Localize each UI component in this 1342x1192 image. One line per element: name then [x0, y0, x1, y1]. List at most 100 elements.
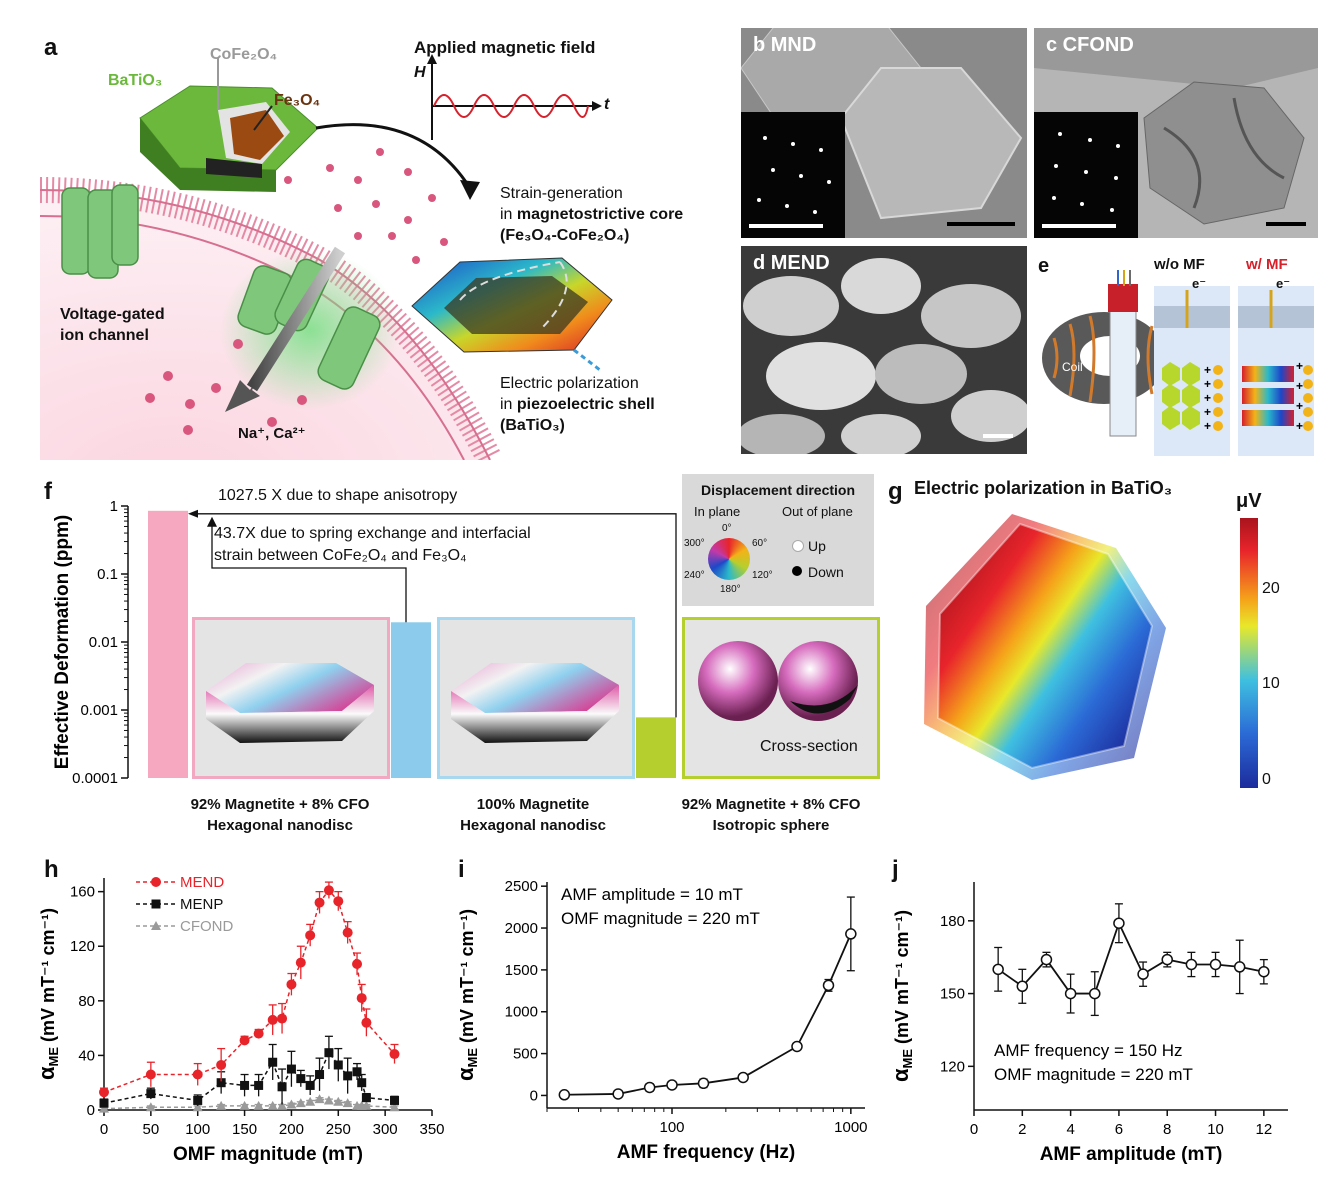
i-point	[822, 979, 835, 992]
chart-i-y-tick-label: 1000	[505, 1004, 538, 1021]
snapshot-shapes	[206, 641, 858, 743]
chart-h-y-axis-label: αME (mV mT⁻¹ cm⁻¹)	[40, 908, 61, 1080]
chart-j-y-label-unit: (mV mT⁻¹ cm⁻¹)	[892, 910, 912, 1049]
h-point-MENP	[324, 1048, 334, 1058]
panel-d-label: d MEND	[753, 252, 830, 274]
panel-e-without-mf: w/o MF	[1154, 256, 1205, 273]
h-point-CFOND	[267, 1100, 278, 1110]
h-point-MEND	[277, 1013, 288, 1024]
chart-i-y-tick-label: 500	[513, 1046, 538, 1063]
j-point	[1258, 965, 1270, 978]
panel-e-coil-label: Coil	[1062, 360, 1083, 374]
strain-line2-pre: in	[500, 206, 517, 223]
i-point	[643, 1081, 656, 1094]
h-point-MEND	[267, 1014, 278, 1025]
j-point	[1040, 953, 1053, 966]
i-series-line	[564, 933, 852, 1096]
f-arrow-spring-head	[207, 516, 217, 527]
h-point-MEND	[342, 927, 353, 938]
group-label-1-line1: 92% Magnetite + 8% CFO	[190, 796, 370, 813]
down-marker	[792, 566, 802, 576]
f-y-tick-label: 0.1	[97, 566, 118, 583]
chart-j-annotation: AMF frequency = 150 Hz	[994, 1041, 1183, 1060]
h-point-MEND	[361, 1017, 372, 1028]
svg-text:+: +	[1296, 399, 1303, 413]
i-point	[791, 1040, 803, 1053]
pol-line1: Electric polarization	[500, 375, 639, 392]
h-point-MEND	[295, 957, 306, 968]
group-label-1: 92% Magnetite + 8% CFO Hexagonal nanodis…	[150, 794, 410, 836]
i-point	[612, 1088, 624, 1100]
f-y-tick-label: 1	[110, 498, 118, 515]
chart-h-x-tick-label: 150	[232, 1121, 257, 1138]
color-wheel-icon	[708, 538, 750, 580]
pol-line3: (BaTiO₃)	[500, 417, 565, 434]
chart-j-y-label-sub: ME	[900, 1049, 915, 1069]
h-legend-label: MENP	[180, 896, 223, 913]
h-point-MEND	[192, 1069, 203, 1080]
chart-i-x-tick-label: 1000	[834, 1119, 867, 1136]
h-point-MENP	[146, 1089, 156, 1099]
panel-i-label: i	[458, 856, 465, 883]
ion-channel-middle	[237, 258, 381, 390]
angle-120: 120°	[752, 570, 773, 581]
colorbar-tick-20: 20	[1262, 580, 1280, 597]
j-point	[1161, 953, 1173, 966]
f-y-tick-label: 0.001	[80, 702, 118, 719]
polarization-hexagon	[924, 514, 1166, 780]
chart-i-y-tick-label: 2000	[505, 920, 538, 937]
panel-e-with-mf: w/ MF	[1246, 256, 1288, 273]
chart-h-y-tick-label: 120	[70, 938, 95, 955]
annotation-spring-line1: 43.7X due to spring exchange and interfa…	[214, 525, 531, 542]
h-point-CFOND	[305, 1096, 316, 1106]
i-point	[558, 1089, 571, 1101]
annotation-spring-exchange: 43.7X due to spring exchange and interfa…	[214, 523, 531, 567]
chart-i: 0 500 1000 1500 2000 2500 100 1000 AMF frequency…	[455, 878, 868, 1163]
chart-h-y-tick-label: 0	[87, 1102, 95, 1119]
h-point-CFOND	[323, 1095, 334, 1105]
chart-i-annotation: OMF magnitude = 220 mT	[561, 909, 760, 928]
f-y-tick-label: 0.01	[89, 634, 118, 651]
f-y-axis-label: Effective Deformation (ppm)	[52, 515, 73, 769]
j-point	[1185, 958, 1198, 971]
h-legend-marker	[151, 899, 161, 909]
legend-out-of-plane: Out of plane	[782, 504, 853, 519]
chart-h-y-label-unit: (mV mT⁻¹ cm⁻¹)	[40, 908, 58, 1047]
panel-d-micrograph: d MEND	[741, 246, 1027, 454]
strain-line2: in magnetostrictive core	[500, 204, 683, 225]
annotation-shape-anisotropy: 1027.5 X due to shape anisotropy	[218, 487, 458, 504]
group-label-3-line1: 92% Magnetite + 8% CFO	[681, 796, 861, 813]
chart-h-y-axis-label-group: αME (mV mT⁻¹ cm⁻¹)	[40, 908, 61, 1080]
ion-channel-text: Voltage-gated ion channel	[60, 304, 165, 346]
h-point-CFOND	[192, 1102, 203, 1112]
h-point-CFOND	[216, 1100, 227, 1110]
h-point-MENP	[99, 1098, 109, 1108]
h-point-MENP	[333, 1060, 343, 1070]
ions-label: Na⁺, Ca²⁺	[238, 425, 306, 442]
chart-j-x-tick-label: 10	[1207, 1121, 1224, 1138]
angle-0: 0°	[722, 523, 732, 534]
h-point-MENP	[254, 1080, 264, 1090]
panel-f-label: f	[44, 478, 52, 505]
j-point	[1064, 987, 1077, 1000]
panel-a-illustration	[40, 54, 613, 460]
chart-j-x-tick-label: 6	[1115, 1121, 1123, 1138]
group-label-3-line2: Isotropic sphere	[712, 817, 830, 834]
fe3o4-label: Fe₃O₄	[274, 92, 321, 109]
colorbar-tick-10: 10	[1262, 675, 1280, 692]
pol-line2-pre: in	[500, 396, 517, 413]
h-legend-marker	[151, 921, 161, 930]
h-legend-marker	[151, 877, 161, 887]
h-point-MEND	[333, 896, 344, 907]
chart-h-x-tick-label: 300	[373, 1121, 398, 1138]
group-label-3: 92% Magnetite + 8% CFO Isotropic sphere	[646, 794, 896, 836]
chart-h-y-label-symbol: α	[40, 1066, 59, 1080]
panel-h-label: h	[44, 856, 59, 883]
chart-j-x-tick-label: 4	[1066, 1121, 1074, 1138]
polarization-text: Electric polarization in piezoelectric s…	[500, 373, 655, 436]
h-point-CFOND	[342, 1098, 353, 1108]
chart-j-y-tick-label: 150	[940, 986, 965, 1003]
svg-text:+: +	[1204, 405, 1211, 419]
chart-h-x-tick-label: 200	[279, 1121, 304, 1138]
ion-channel-line1: Voltage-gated	[60, 306, 165, 323]
